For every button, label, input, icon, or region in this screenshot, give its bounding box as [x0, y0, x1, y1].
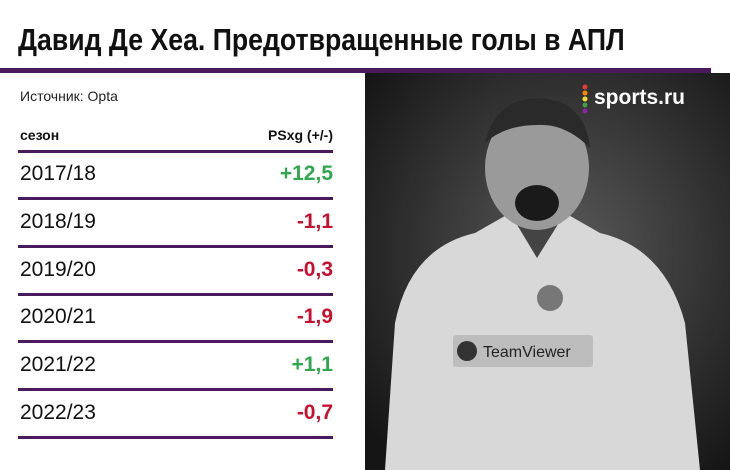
player-photo: TeamViewer: [365, 73, 730, 470]
psxg-value: -1,1: [296, 209, 333, 233]
row-divider: [18, 244, 333, 248]
row-divider: [18, 436, 333, 439]
row-divider: [18, 150, 333, 153]
row-divider: [18, 340, 333, 344]
column-header: PSxg (+/-): [268, 127, 333, 143]
season: 2018/19: [20, 209, 96, 233]
title-rule: [0, 68, 711, 73]
brand-dots: [582, 84, 588, 114]
season: 2019/20: [20, 257, 96, 281]
row-divider: [18, 292, 333, 296]
source: Источник: Opta: [20, 88, 118, 104]
title: Давид Де Хеа. Предотвращенные голы в АПЛ: [18, 22, 625, 57]
psxg-value: +12,5: [279, 162, 333, 185]
season: 2022/23: [20, 401, 96, 424]
column-header: сезон: [20, 127, 60, 143]
season: 2021/22: [20, 353, 96, 377]
svg-text:TeamViewer: TeamViewer: [483, 344, 571, 361]
season: 2020/21: [20, 305, 96, 329]
season: 2017/18: [20, 162, 96, 185]
psxg-value: -0,7: [296, 401, 333, 424]
psxg-value: +1,1: [291, 353, 333, 377]
row-divider: [18, 197, 333, 200]
brand: sports.ru: [594, 86, 686, 109]
psxg-value: -1,9: [296, 305, 333, 329]
psxg-value: -0,3: [296, 257, 333, 281]
row-divider: [18, 388, 333, 392]
